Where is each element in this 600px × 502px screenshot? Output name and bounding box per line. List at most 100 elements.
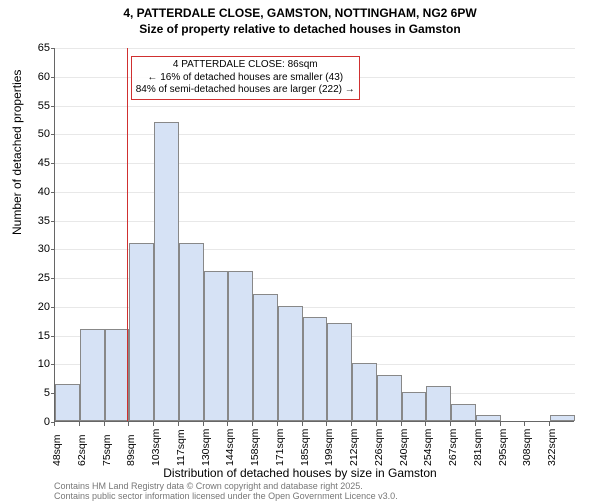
xtick-mark	[524, 422, 525, 426]
xtick-mark	[128, 422, 129, 426]
xtick-mark	[302, 422, 303, 426]
xtick-mark	[54, 422, 55, 426]
ytick-label: 25	[20, 272, 50, 284]
histogram-bar	[426, 386, 451, 421]
xtick-mark	[500, 422, 501, 426]
ytick-label: 30	[20, 243, 50, 255]
xtick-label: 158sqm	[249, 429, 261, 466]
xtick-mark	[326, 422, 327, 426]
xtick-mark	[203, 422, 204, 426]
ytick-mark	[51, 192, 55, 193]
ytick-mark	[51, 307, 55, 308]
xtick-label: 308sqm	[521, 429, 533, 466]
chart-container: 4, PATTERDALE CLOSE, GAMSTON, NOTTINGHAM…	[0, 0, 600, 500]
xtick-mark	[450, 422, 451, 426]
xtick-mark	[401, 422, 402, 426]
xtick-label: 89sqm	[125, 434, 137, 466]
xtick-label: 144sqm	[224, 429, 236, 466]
annotation-box: 4 PATTERDALE CLOSE: 86sqm← 16% of detach…	[131, 56, 360, 100]
ytick-label: 40	[20, 186, 50, 198]
chart-title: 4, PATTERDALE CLOSE, GAMSTON, NOTTINGHAM…	[0, 0, 600, 37]
xtick-label: 117sqm	[175, 429, 187, 466]
ytick-mark	[51, 134, 55, 135]
marker-line	[127, 48, 128, 421]
histogram-bar	[377, 375, 402, 421]
ytick-label: 55	[20, 100, 50, 112]
xtick-label: 62sqm	[76, 434, 88, 466]
histogram-bar	[303, 317, 328, 421]
title-line-1: 4, PATTERDALE CLOSE, GAMSTON, NOTTINGHAM…	[0, 6, 600, 22]
ytick-mark	[51, 278, 55, 279]
y-axis-label: Number of detached properties	[10, 70, 24, 235]
xtick-mark	[227, 422, 228, 426]
ytick-mark	[51, 249, 55, 250]
xtick-label: 103sqm	[150, 429, 162, 466]
annotation-line: ← 16% of detached houses are smaller (43…	[136, 72, 355, 85]
title-line-2: Size of property relative to detached ho…	[0, 22, 600, 38]
xtick-mark	[277, 422, 278, 426]
gridline	[55, 134, 575, 135]
annotation-line: 4 PATTERDALE CLOSE: 86sqm	[136, 59, 355, 72]
annotation-line: 84% of semi-detached houses are larger (…	[136, 84, 355, 97]
ytick-mark	[51, 106, 55, 107]
histogram-bar	[204, 271, 229, 421]
histogram-bar	[80, 329, 105, 421]
gridline	[55, 106, 575, 107]
xtick-label: 267sqm	[447, 429, 459, 466]
histogram-bar	[253, 294, 278, 421]
xtick-label: 130sqm	[200, 429, 212, 466]
xtick-mark	[425, 422, 426, 426]
ytick-label: 60	[20, 71, 50, 83]
ytick-label: 15	[20, 330, 50, 342]
histogram-bar	[129, 243, 154, 421]
ytick-label: 5	[20, 387, 50, 399]
xtick-label: 322sqm	[546, 429, 558, 466]
ytick-mark	[51, 364, 55, 365]
xtick-label: 240sqm	[398, 429, 410, 466]
ytick-label: 0	[20, 416, 50, 428]
xtick-label: 199sqm	[323, 429, 335, 466]
ytick-mark	[51, 77, 55, 78]
ytick-label: 20	[20, 301, 50, 313]
xtick-label: 281sqm	[472, 429, 484, 466]
histogram-bar	[228, 271, 253, 421]
ytick-label: 50	[20, 128, 50, 140]
xtick-label: 185sqm	[299, 429, 311, 466]
gridline	[55, 163, 575, 164]
xtick-label: 212sqm	[348, 429, 360, 466]
ytick-label: 35	[20, 215, 50, 227]
histogram-bar	[352, 363, 377, 421]
histogram-bar	[550, 415, 575, 421]
ytick-mark	[51, 336, 55, 337]
xtick-label: 226sqm	[373, 429, 385, 466]
histogram-bar	[476, 415, 501, 421]
ytick-label: 10	[20, 358, 50, 370]
histogram-bar	[55, 384, 80, 421]
plot-area: 4 PATTERDALE CLOSE: 86sqm← 16% of detach…	[54, 48, 574, 422]
histogram-bar	[105, 329, 130, 421]
gridline	[55, 192, 575, 193]
plot: 4 PATTERDALE CLOSE: 86sqm← 16% of detach…	[54, 48, 574, 422]
xtick-label: 254sqm	[422, 429, 434, 466]
xtick-mark	[351, 422, 352, 426]
footer-line-2: Contains public sector information licen…	[54, 492, 398, 502]
xtick-mark	[79, 422, 80, 426]
histogram-bar	[402, 392, 427, 421]
gridline	[55, 221, 575, 222]
xtick-mark	[475, 422, 476, 426]
histogram-bar	[179, 243, 204, 421]
xtick-mark	[376, 422, 377, 426]
xtick-mark	[252, 422, 253, 426]
histogram-bar	[278, 306, 303, 421]
ytick-mark	[51, 163, 55, 164]
xtick-mark	[153, 422, 154, 426]
x-axis-label: Distribution of detached houses by size …	[0, 466, 600, 480]
xtick-label: 48sqm	[51, 434, 63, 466]
footer-attribution: Contains HM Land Registry data © Crown c…	[54, 482, 398, 502]
xtick-label: 171sqm	[274, 429, 286, 466]
ytick-label: 45	[20, 157, 50, 169]
histogram-bar	[154, 122, 179, 421]
histogram-bar	[451, 404, 476, 421]
histogram-bar	[327, 323, 352, 421]
ytick-label: 65	[20, 42, 50, 54]
